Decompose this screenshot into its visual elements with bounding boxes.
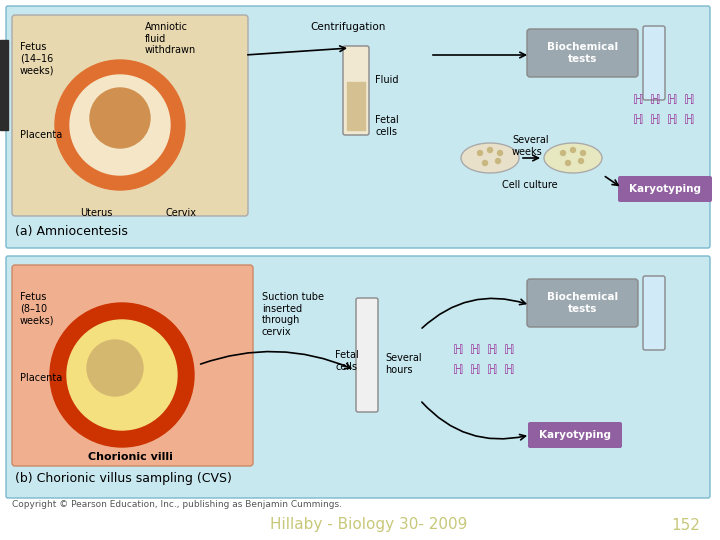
FancyBboxPatch shape [643, 26, 665, 100]
Text: ℍ: ℍ [649, 113, 660, 126]
Text: ℍ: ℍ [667, 93, 678, 106]
Text: (b) Chorionic villus sampling (CVS): (b) Chorionic villus sampling (CVS) [15, 472, 232, 485]
Text: Cervix: Cervix [165, 208, 196, 218]
FancyBboxPatch shape [356, 298, 378, 412]
FancyBboxPatch shape [12, 265, 253, 466]
Circle shape [482, 160, 487, 165]
FancyBboxPatch shape [527, 279, 638, 327]
Text: Several
hours: Several hours [385, 353, 422, 375]
FancyBboxPatch shape [528, 422, 622, 448]
Bar [347, 82, 365, 130]
Circle shape [50, 303, 194, 447]
Text: Biochemical
tests: Biochemical tests [547, 292, 618, 314]
Text: Copyright © Pearson Education, Inc., publishing as Benjamin Cummings.: Copyright © Pearson Education, Inc., pub… [12, 500, 342, 509]
Text: ℍ: ℍ [684, 93, 694, 106]
Text: ℍ: ℍ [667, 113, 678, 126]
Circle shape [570, 147, 575, 152]
Bar [0, 40, 8, 130]
FancyBboxPatch shape [643, 276, 665, 350]
FancyBboxPatch shape [6, 6, 710, 248]
Text: ℍ: ℍ [684, 113, 694, 126]
FancyBboxPatch shape [618, 176, 712, 202]
Circle shape [578, 159, 583, 164]
Text: 152: 152 [671, 517, 700, 532]
Text: ℍ: ℍ [504, 363, 514, 376]
Text: (a) Amniocentesis: (a) Amniocentesis [15, 225, 128, 238]
Text: Karyotyping: Karyotyping [629, 184, 701, 194]
Text: Centrifugation: Centrifugation [310, 22, 385, 32]
Text: Placenta: Placenta [20, 130, 62, 140]
Circle shape [565, 160, 570, 165]
Text: Karyotyping: Karyotyping [539, 430, 611, 440]
Text: ℍ: ℍ [487, 363, 498, 376]
Circle shape [487, 147, 492, 152]
Text: ℍ: ℍ [633, 113, 643, 126]
Circle shape [55, 60, 185, 190]
Text: Fetal
cells: Fetal cells [375, 115, 399, 137]
Text: Placenta: Placenta [20, 373, 62, 383]
Text: Uterus: Uterus [80, 208, 112, 218]
Text: Suction tube
inserted
through
cervix: Suction tube inserted through cervix [262, 292, 324, 337]
Text: Cell culture: Cell culture [502, 180, 558, 190]
Text: Fetus
(14–16
weeks): Fetus (14–16 weeks) [20, 42, 55, 75]
Circle shape [495, 159, 500, 164]
Text: ℍ: ℍ [649, 93, 660, 106]
Circle shape [70, 75, 170, 175]
Text: ℍ: ℍ [453, 343, 463, 356]
Text: ℍ: ℍ [633, 93, 643, 106]
FancyBboxPatch shape [6, 256, 710, 498]
FancyBboxPatch shape [527, 29, 638, 77]
Text: Fluid: Fluid [375, 75, 398, 85]
Circle shape [498, 151, 503, 156]
Text: Chorionic villi: Chorionic villi [88, 452, 173, 462]
Circle shape [560, 151, 565, 156]
Text: ℍ: ℍ [453, 363, 463, 376]
Text: ℍ: ℍ [469, 363, 480, 376]
FancyBboxPatch shape [12, 15, 248, 216]
Circle shape [580, 151, 585, 156]
Circle shape [87, 340, 143, 396]
Text: ℍ: ℍ [487, 343, 498, 356]
FancyBboxPatch shape [343, 46, 369, 135]
Circle shape [90, 88, 150, 148]
Text: ℍ: ℍ [504, 343, 514, 356]
Text: Hillaby - Biology 30- 2009: Hillaby - Biology 30- 2009 [270, 517, 467, 532]
Text: ℍ: ℍ [469, 343, 480, 356]
Text: Biochemical
tests: Biochemical tests [547, 42, 618, 64]
Ellipse shape [461, 143, 519, 173]
Circle shape [477, 151, 482, 156]
Text: Several
weeks: Several weeks [512, 135, 549, 157]
Ellipse shape [544, 143, 602, 173]
Text: Fetal
cells: Fetal cells [335, 350, 359, 372]
Circle shape [67, 320, 177, 430]
Text: Fetus
(8–10
weeks): Fetus (8–10 weeks) [20, 292, 55, 325]
Text: Amniotic
fluid
withdrawn: Amniotic fluid withdrawn [145, 22, 197, 55]
